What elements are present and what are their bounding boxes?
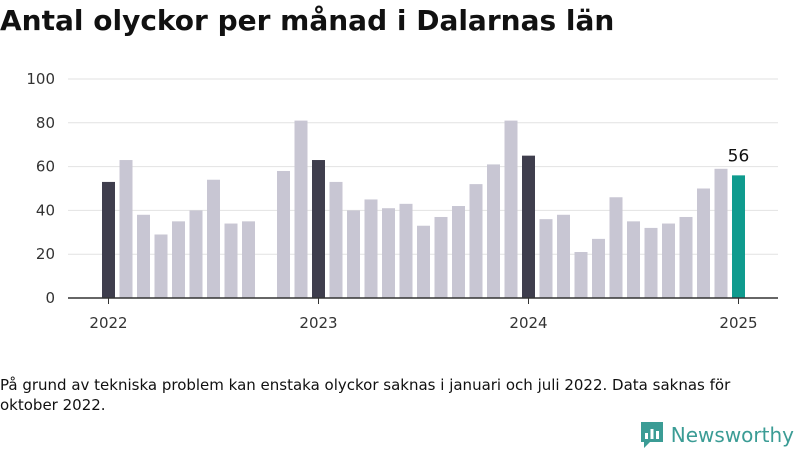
chart-title: Antal olyckor per månad i Dalarnas län xyxy=(0,4,615,37)
y-axis-ticks: 0 20 40 60 80 100 xyxy=(26,70,55,307)
bar-2025-01 xyxy=(732,175,745,298)
bar-2023-08 xyxy=(434,216,448,298)
newsworthy-logo-icon xyxy=(640,422,663,448)
grid-lines xyxy=(68,78,778,255)
x-tick-label: 2022 xyxy=(89,314,127,332)
bar-2024-06 xyxy=(609,197,623,298)
bar-2023-09 xyxy=(452,206,465,298)
bar-2024-07 xyxy=(627,221,640,298)
bar-2024-01 xyxy=(522,155,535,298)
footnote: På grund av tekniska problem kan enstaka… xyxy=(0,376,731,414)
bar-2023-07 xyxy=(417,225,430,298)
bar-2023-04 xyxy=(364,199,378,298)
bar-2022-05 xyxy=(172,221,185,298)
data-labels: 56 xyxy=(728,146,750,166)
brand: Newsworthy xyxy=(639,420,794,450)
y-tick-label: 80 xyxy=(36,114,55,132)
bar-2024-12 xyxy=(714,168,728,298)
bar-2022-01 xyxy=(102,181,115,298)
bar-2024-08 xyxy=(644,227,658,298)
bar-2023-12 xyxy=(504,120,518,298)
bar-2023-03 xyxy=(347,210,360,298)
bar-2024-05 xyxy=(592,238,605,298)
bar-2022-06 xyxy=(189,210,203,298)
bar-2024-03 xyxy=(557,214,570,298)
x-tick-label: 2023 xyxy=(299,314,337,332)
y-tick-label: 60 xyxy=(36,158,55,176)
bar-2022-09 xyxy=(242,221,255,298)
brand-name: Newsworthy xyxy=(670,423,794,447)
bar-2024-11 xyxy=(697,188,710,298)
bar-2023-06 xyxy=(399,203,413,298)
bar-2024-10 xyxy=(679,216,693,298)
bar-2022-12 xyxy=(294,120,308,298)
x-axis-ticks: 2022 2023 2024 2025 xyxy=(89,298,758,332)
bar-2023-05 xyxy=(382,208,395,298)
bar-2024-09 xyxy=(662,223,675,298)
bar-2023-11 xyxy=(487,164,500,298)
y-tick-label: 20 xyxy=(36,245,55,263)
bar-2024-04 xyxy=(574,252,588,298)
bar-2022-11 xyxy=(277,170,290,298)
bar-2024-02 xyxy=(539,219,553,298)
bar-chart: 0 20 40 60 80 100 2022 2023 2024 2025 56 xyxy=(26,70,778,332)
y-tick-label: 100 xyxy=(26,70,55,88)
bar-2022-03 xyxy=(137,214,150,298)
y-tick-label: 0 xyxy=(45,289,55,307)
x-tick-label: 2024 xyxy=(509,314,547,332)
bar-2022-07 xyxy=(207,179,220,298)
data-label-latest: 56 xyxy=(728,146,750,166)
bar-2023-02 xyxy=(329,181,343,298)
bar-2022-04 xyxy=(154,234,168,298)
x-tick-label: 2025 xyxy=(719,314,757,332)
bars xyxy=(102,120,745,298)
bar-2022-02 xyxy=(119,160,133,298)
bar-2023-10 xyxy=(469,184,483,298)
bar-2022-08 xyxy=(224,223,238,298)
bar-2023-01 xyxy=(312,160,325,298)
y-tick-label: 40 xyxy=(36,201,55,219)
